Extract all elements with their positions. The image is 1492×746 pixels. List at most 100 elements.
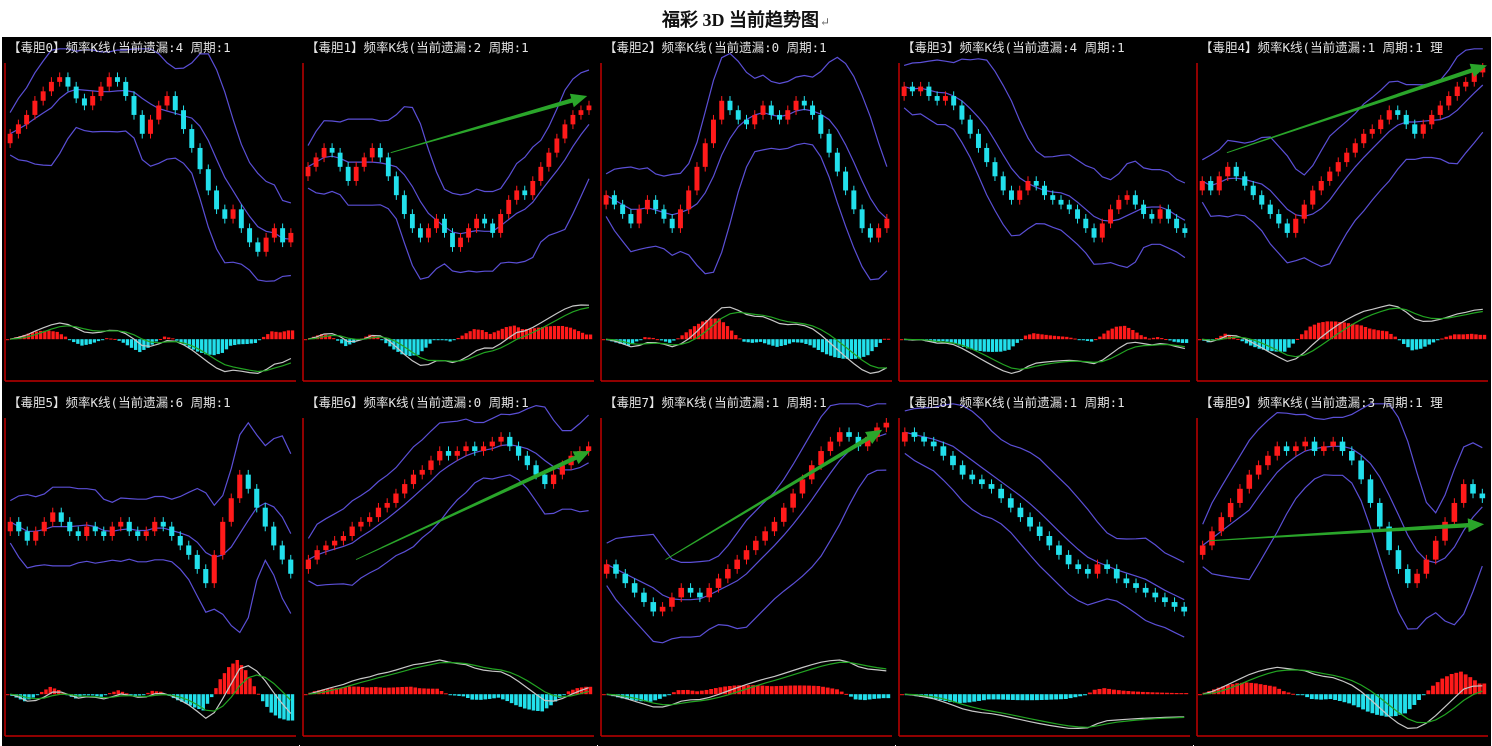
macd-bar: [400, 339, 404, 355]
macd-bar: [1355, 324, 1359, 340]
macd-bar: [630, 339, 635, 344]
chart-title: 【毒胆0】频率K线(当前遗漏:4 周期:1: [8, 40, 231, 55]
band-line-lower: [1202, 474, 1483, 630]
macd-bar: [344, 339, 348, 347]
candle: [818, 114, 824, 134]
macd-bar: [713, 688, 718, 695]
macd-bar: [872, 694, 877, 699]
candle: [836, 432, 843, 442]
macd-bar: [981, 694, 986, 701]
macd-bar: [39, 330, 43, 340]
candle: [65, 77, 71, 87]
candle: [92, 526, 98, 532]
candle: [1267, 204, 1273, 215]
candle: [686, 190, 692, 210]
candle: [402, 484, 408, 494]
macd-bar: [59, 334, 63, 340]
macd-bar: [1025, 694, 1030, 701]
candle: [1042, 185, 1047, 196]
macd-bar: [835, 689, 839, 695]
candle: [230, 209, 236, 219]
macd-bar: [808, 339, 812, 346]
macd-bar: [536, 694, 540, 711]
macd-bar: [1063, 694, 1068, 700]
macd-bar: [676, 690, 681, 695]
candle: [410, 474, 417, 485]
candle: [472, 446, 478, 452]
candlestick-chart-0: [4, 48, 296, 382]
macd-bar: [771, 339, 775, 346]
macd-bar: [718, 687, 723, 695]
macd-bar: [709, 689, 714, 695]
candle: [426, 228, 431, 238]
macd-bar: [571, 689, 575, 695]
macd-bar: [488, 333, 492, 340]
macd-bar: [657, 694, 662, 699]
macd-bar: [1319, 694, 1324, 700]
macd-bar: [1389, 694, 1393, 717]
macd-bar: [422, 688, 426, 695]
candle: [780, 507, 787, 522]
macd-bar: [1454, 672, 1459, 695]
macd-bar: [858, 694, 863, 700]
macd-bar: [1338, 321, 1342, 340]
macd-bar: [1347, 694, 1352, 704]
macd-bar: [862, 339, 866, 357]
macd-bar: [1351, 694, 1356, 706]
macd-bar: [1147, 338, 1152, 340]
macd-bar: [1398, 694, 1403, 715]
candle: [245, 474, 251, 489]
candle: [1361, 133, 1367, 144]
candle: [114, 77, 120, 82]
macd-bar: [1160, 692, 1165, 695]
macd-bar: [1323, 694, 1328, 700]
macd-bar: [278, 332, 282, 340]
macd-bar: [943, 694, 948, 702]
macd-bar: [1073, 694, 1078, 698]
macd-bar: [849, 694, 853, 697]
macd-bar: [374, 686, 378, 695]
macd-bar: [412, 339, 416, 356]
candle: [818, 451, 824, 466]
candle: [1471, 72, 1477, 82]
chart-panel-9: 【毒胆9】频率K线(当前遗漏:3 周期:1 理: [1194, 392, 1491, 746]
candle: [1182, 228, 1188, 233]
macd-bar: [266, 334, 270, 340]
candle: [506, 199, 512, 215]
macd-bar: [204, 339, 208, 355]
macd-bar: [1198, 339, 1202, 341]
macd-bar: [380, 339, 384, 341]
candle: [90, 96, 96, 106]
macd-bar: [317, 690, 321, 695]
macd-bar: [92, 339, 97, 343]
candle: [139, 114, 145, 134]
macd-bar: [61, 692, 65, 695]
candle: [909, 86, 915, 92]
macd-bar: [520, 329, 524, 340]
macd-bar: [1376, 330, 1380, 340]
band-line-lower: [308, 474, 589, 587]
macd-bar: [540, 327, 545, 340]
candle: [463, 446, 469, 452]
macd-bar: [945, 339, 949, 342]
macd-dea-line: [904, 693, 1185, 728]
macd-bar: [1227, 335, 1232, 340]
candle: [1403, 114, 1409, 125]
candle: [921, 436, 927, 442]
macd-bar: [1312, 324, 1317, 340]
macd-bar: [1436, 339, 1440, 341]
macd-bar: [328, 335, 332, 340]
candle: [967, 119, 973, 134]
macd-bar: [643, 337, 647, 340]
macd-bar: [1106, 330, 1110, 340]
macd-bar: [339, 687, 343, 695]
candle: [1480, 67, 1486, 73]
candle: [1165, 209, 1171, 219]
macd-bar: [1403, 694, 1407, 714]
macd-bar: [635, 339, 639, 342]
macd-bar: [734, 335, 738, 340]
candle: [1284, 223, 1290, 233]
macd-bar: [1263, 684, 1268, 695]
candle: [361, 157, 367, 167]
candle: [514, 190, 520, 200]
